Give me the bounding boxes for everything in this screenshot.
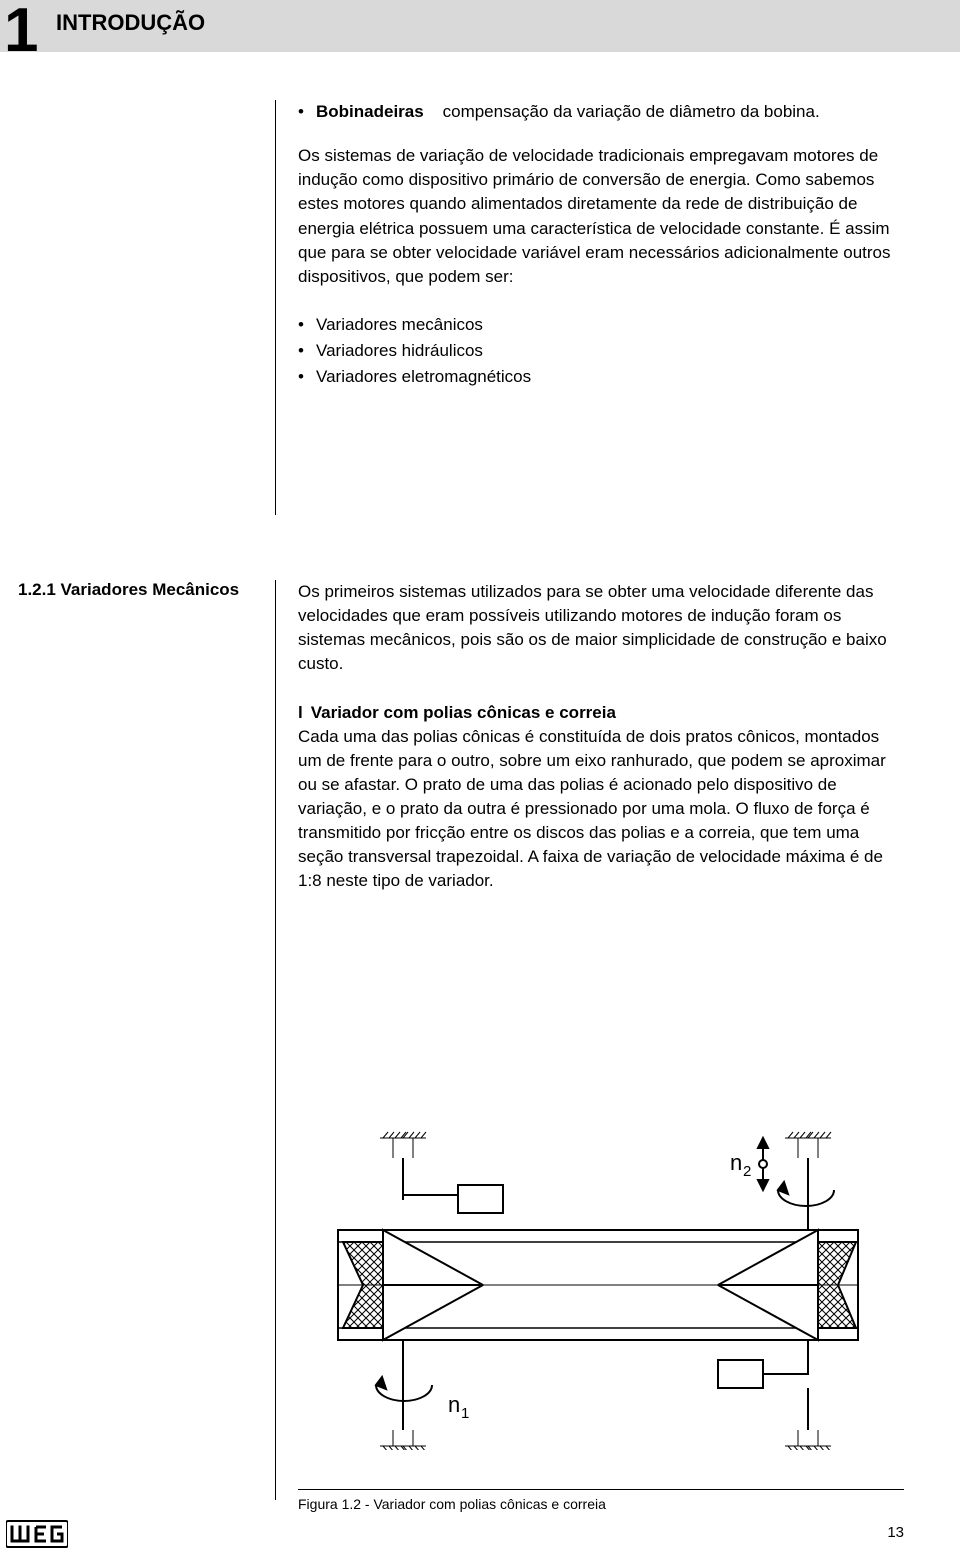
content-block-1: Bobinadeiras compensação da variação de … xyxy=(298,100,904,391)
page-number: 13 xyxy=(887,1524,904,1541)
subsection-heading-line: l Variador com polias cônicas e correia xyxy=(298,701,904,725)
brand-logo-icon xyxy=(6,1519,68,1549)
bullet-dot-icon xyxy=(298,365,316,389)
section-heading-121: 1.2.1 Variadores Mecânicos xyxy=(18,580,239,600)
bullet-rest: compensação da variação de diâmetro da b… xyxy=(443,102,820,121)
margin-rule-2 xyxy=(275,580,276,1500)
list-item-text: Variadores hidráulicos xyxy=(316,339,904,363)
bullet-dot-icon xyxy=(298,100,316,124)
list-item-1: Variadores mecânicos xyxy=(298,313,904,337)
bullet-dot-icon xyxy=(298,313,316,337)
content-block-2: Os primeiros sistemas utilizados para se… xyxy=(298,580,904,904)
bullet-label: Bobinadeiras xyxy=(316,102,424,121)
chapter-number: 1 xyxy=(4,0,38,62)
n1-label: n xyxy=(448,1392,460,1417)
list-item-text: Variadores eletromagnéticos xyxy=(316,365,904,389)
subsection-title: Variador com polias cônicas e correia xyxy=(311,703,616,722)
list-item-3: Variadores eletromagnéticos xyxy=(298,365,904,389)
paragraph-121-intro: Os primeiros sistemas utilizados para se… xyxy=(298,580,904,677)
l-marker: l xyxy=(298,703,303,722)
figure-caption: Figura 1.2 - Variador com polias cônicas… xyxy=(298,1496,606,1512)
bullet-dot-icon xyxy=(298,339,316,363)
margin-rule-1 xyxy=(275,100,276,515)
chapter-title: INTRODUÇÃO xyxy=(56,10,205,36)
list-item-2: Variadores hidráulicos xyxy=(298,339,904,363)
n2-label: n xyxy=(730,1150,742,1175)
paragraph-121-body: Cada uma das polias cônicas é constituíd… xyxy=(298,725,904,894)
caption-rule xyxy=(298,1489,904,1490)
list-item-text: Variadores mecânicos xyxy=(316,313,904,337)
diagram-svg: n 2 xyxy=(298,1130,898,1450)
n2-sub: 2 xyxy=(743,1163,751,1180)
paragraph-intro: Os sistemas de variação de velocidade tr… xyxy=(298,144,904,289)
n1-sub: 1 xyxy=(461,1405,469,1422)
bullet-bobinadeiras: Bobinadeiras compensação da variação de … xyxy=(298,100,904,124)
figure-1-2: n 2 xyxy=(298,1130,898,1450)
